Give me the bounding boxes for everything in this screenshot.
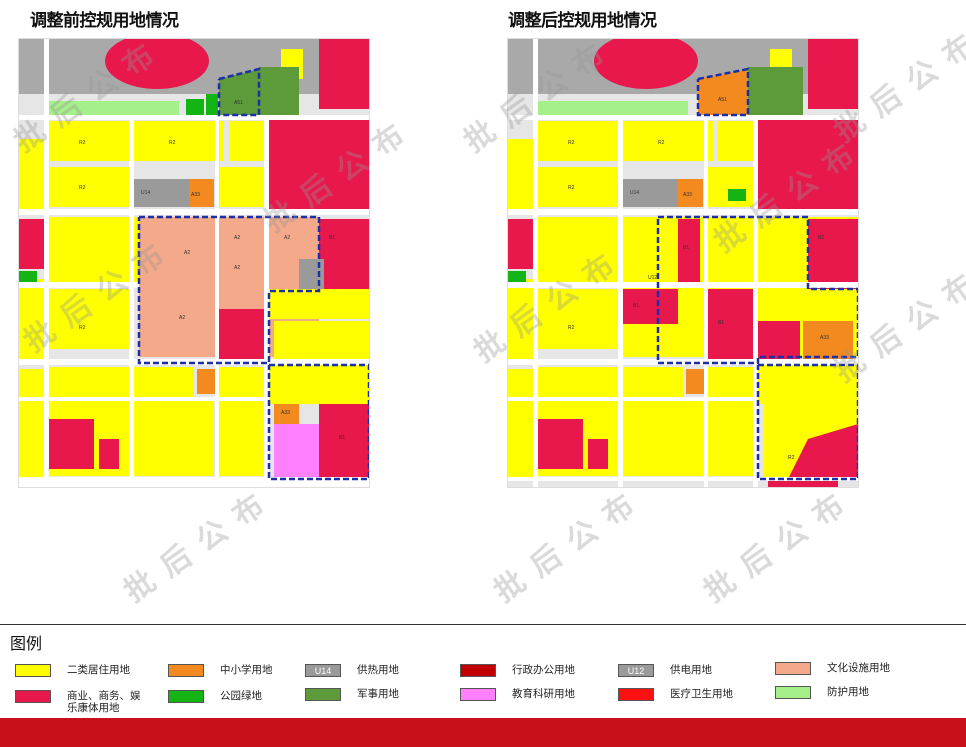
legend-item-education: 教育科研用地 <box>460 688 575 701</box>
legend-item-military: 军事用地 <box>305 688 399 701</box>
legend-swatch <box>618 688 654 701</box>
legend-item-school: 中小学用地 <box>168 664 273 677</box>
legend-item-residential: 二类居住用地 <box>15 664 130 677</box>
legend-label: 教育科研用地 <box>512 688 575 700</box>
svg-text:A2: A2 <box>234 265 240 271</box>
svg-text:A51: A51 <box>718 97 727 103</box>
legend-swatch <box>305 688 341 701</box>
legend-label: 军事用地 <box>357 688 399 700</box>
legend-item-power: U12 供电用地 <box>618 664 712 677</box>
legend-item-admin: 行政办公用地 <box>460 664 575 677</box>
legend-item-culture: 文化设施用地 <box>775 662 890 675</box>
svg-text:B2: B2 <box>818 235 824 241</box>
legend-swatch <box>168 690 204 703</box>
svg-text:A2: A2 <box>179 315 185 321</box>
svg-text:U12: U12 <box>648 275 657 281</box>
legend-item-medical: 医疗卫生用地 <box>618 688 733 701</box>
legend-label: 二类居住用地 <box>67 664 130 676</box>
svg-text:B1: B1 <box>718 320 724 326</box>
svg-text:A2: A2 <box>284 235 290 241</box>
legend-divider <box>0 624 966 625</box>
title-before: 调整前控规用地情况 <box>30 11 179 30</box>
watermark: 批后公布 <box>118 480 282 609</box>
watermark: 批后公布 <box>698 480 862 609</box>
legend-label: 医疗卫生用地 <box>670 688 733 700</box>
svg-text:A2: A2 <box>234 235 240 241</box>
svg-text:A33: A33 <box>281 410 290 416</box>
legend-label: 商业、商务、娱乐康体用地 <box>67 690 141 714</box>
svg-text:B1: B1 <box>633 303 639 309</box>
map-after: R2 R2 R2 B1 B1 B1 A33 A33 U14 A51 U12 B2 R2 R2 <box>507 38 859 488</box>
svg-text:R2: R2 <box>568 185 575 191</box>
legend-title: 图例 <box>10 636 43 653</box>
legend-label: 行政办公用地 <box>512 664 575 676</box>
svg-text:R2: R2 <box>79 325 86 331</box>
svg-text:A33: A33 <box>683 192 692 198</box>
svg-text:R2: R2 <box>79 185 86 191</box>
legend-swatch <box>775 686 811 699</box>
svg-text:A51: A51 <box>234 100 243 106</box>
svg-text:U14: U14 <box>141 190 150 196</box>
svg-text:B1: B1 <box>339 435 345 441</box>
svg-text:R2: R2 <box>568 140 575 146</box>
title-after: 调整后控规用地情况 <box>508 11 657 30</box>
legend-swatch <box>15 664 51 677</box>
svg-text:U14: U14 <box>630 190 639 196</box>
svg-text:R2: R2 <box>788 455 795 461</box>
legend-item-heating: U14 供热用地 <box>305 664 399 677</box>
legend-label: 供热用地 <box>357 664 399 676</box>
map-before: R2 R2 R2 A2 A2 A2 A2 A2 B1 U14 A33 R2 A33 A51 B1 <box>18 38 370 488</box>
legend-item-protection: 防护用地 <box>775 686 869 699</box>
legend-swatch <box>460 664 496 677</box>
legend-swatch <box>460 688 496 701</box>
legend-label: 公园绿地 <box>220 690 262 702</box>
legend-label: 供电用地 <box>670 664 712 676</box>
legend-swatch <box>15 690 51 703</box>
svg-text:B1: B1 <box>329 235 335 241</box>
legend-item-commercial: 商业、商务、娱乐康体用地 <box>15 690 147 714</box>
legend-swatch: U12 <box>618 664 654 677</box>
svg-text:R2: R2 <box>79 140 86 146</box>
legend-label: 文化设施用地 <box>827 662 890 674</box>
legend-label: 防护用地 <box>827 686 869 698</box>
svg-text:A33: A33 <box>191 192 200 198</box>
svg-text:R2: R2 <box>658 140 665 146</box>
legend-swatch: U14 <box>305 664 341 677</box>
svg-text:A2: A2 <box>184 250 190 256</box>
svg-text:A33: A33 <box>820 335 829 341</box>
bottom-bar <box>0 718 966 747</box>
svg-text:R2: R2 <box>568 325 575 331</box>
svg-text:B1: B1 <box>683 245 689 251</box>
watermark: 批后公布 <box>488 480 652 609</box>
legend-swatch <box>775 662 811 675</box>
legend-swatch <box>168 664 204 677</box>
legend-item-park: 公园绿地 <box>168 690 262 703</box>
legend-label: 中小学用地 <box>220 664 273 676</box>
svg-text:R2: R2 <box>169 140 176 146</box>
